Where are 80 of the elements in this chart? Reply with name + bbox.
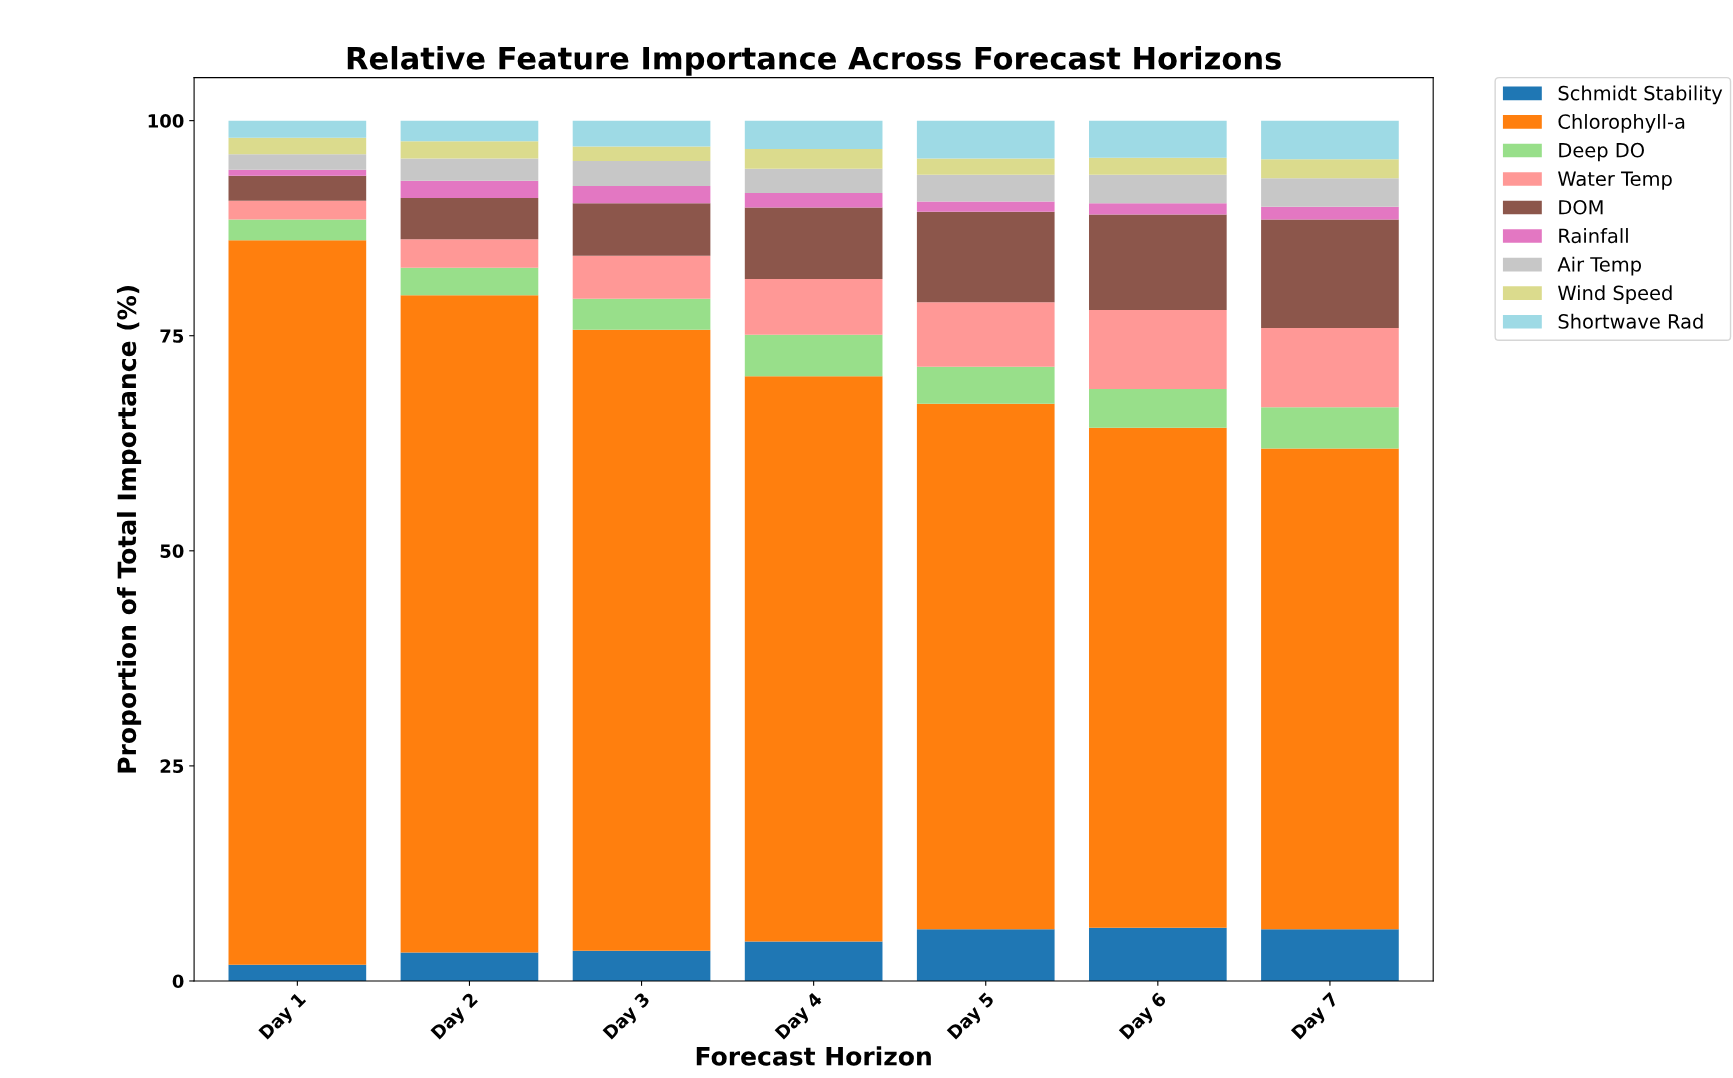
bar	[1261, 206, 1399, 220]
bar	[744, 149, 883, 169]
bar	[400, 158, 539, 181]
bar	[400, 198, 539, 240]
bar	[228, 240, 367, 965]
bar	[228, 137, 367, 155]
y-tick-label: 50	[160, 544, 184, 558]
bar	[1261, 448, 1399, 930]
legend-label: Shortwave Rad	[1558, 313, 1703, 329]
bar	[1089, 427, 1227, 928]
bar	[572, 186, 711, 204]
bar	[1089, 203, 1227, 215]
bar	[1089, 120, 1227, 158]
legend-label: Chlorophyll-a	[1558, 113, 1685, 133]
bar	[744, 334, 883, 377]
bar	[916, 366, 1055, 404]
bar	[744, 120, 883, 150]
bar	[1261, 219, 1399, 328]
bar	[228, 154, 367, 170]
bar	[916, 302, 1055, 367]
legend-label: Rainfall	[1559, 228, 1628, 244]
bar	[400, 267, 539, 296]
bar	[1089, 389, 1227, 428]
bar	[1089, 157, 1227, 175]
bar	[572, 950, 711, 981]
bar	[228, 169, 367, 176]
bar	[744, 278, 883, 335]
bar	[744, 207, 883, 279]
chart-title: Relative Feature Importance Across Forecast Horizons	[347, 46, 1281, 76]
bar	[1261, 159, 1399, 179]
bar	[744, 376, 883, 942]
legend-label: Wind Speed	[1558, 285, 1672, 304]
bar	[916, 201, 1055, 212]
bar	[1089, 927, 1227, 981]
bar	[916, 211, 1055, 303]
y-tick-label: 0	[172, 974, 184, 989]
bar	[572, 203, 711, 256]
x-axis-title: Forecast Horizon	[696, 1046, 931, 1066]
bar	[228, 175, 367, 201]
bar	[916, 403, 1055, 930]
legend-label: Schmidt Stability	[1558, 85, 1723, 105]
bar	[1089, 309, 1227, 390]
bar	[400, 180, 539, 199]
bar	[572, 329, 711, 951]
bar	[916, 158, 1055, 175]
bar	[400, 295, 539, 953]
bar	[572, 255, 711, 299]
bar	[572, 298, 711, 330]
bar	[744, 941, 883, 981]
bar	[1261, 407, 1399, 449]
bar	[1089, 214, 1227, 310]
y-tick-label: 75	[160, 329, 184, 343]
bar	[572, 120, 711, 147]
bar	[228, 120, 367, 138]
y-tick-label: 25	[160, 759, 184, 774]
bar	[744, 192, 883, 208]
bar	[572, 161, 711, 187]
legend-label: Air Temp	[1557, 256, 1641, 276]
bar	[744, 168, 883, 193]
bar	[1261, 327, 1399, 408]
bar	[1261, 178, 1399, 207]
y-axis-title: Proportion of Total Importance (%)	[116, 285, 142, 773]
bar	[400, 239, 539, 268]
legend-label: Water Temp	[1558, 171, 1672, 190]
bar	[916, 929, 1055, 981]
bar	[1261, 929, 1399, 981]
bar	[916, 174, 1055, 202]
bar	[228, 964, 367, 981]
bar	[572, 146, 711, 162]
legend-label: Deep DO	[1559, 142, 1644, 162]
legend-label: DOM	[1559, 199, 1603, 215]
bar	[400, 141, 539, 159]
bar	[1261, 120, 1399, 160]
bar	[916, 120, 1055, 159]
bar	[228, 219, 367, 241]
bar	[400, 952, 539, 981]
bar	[1089, 174, 1227, 204]
bar	[228, 200, 367, 220]
y-tick-label: 100	[148, 114, 184, 128]
bar	[400, 120, 539, 142]
